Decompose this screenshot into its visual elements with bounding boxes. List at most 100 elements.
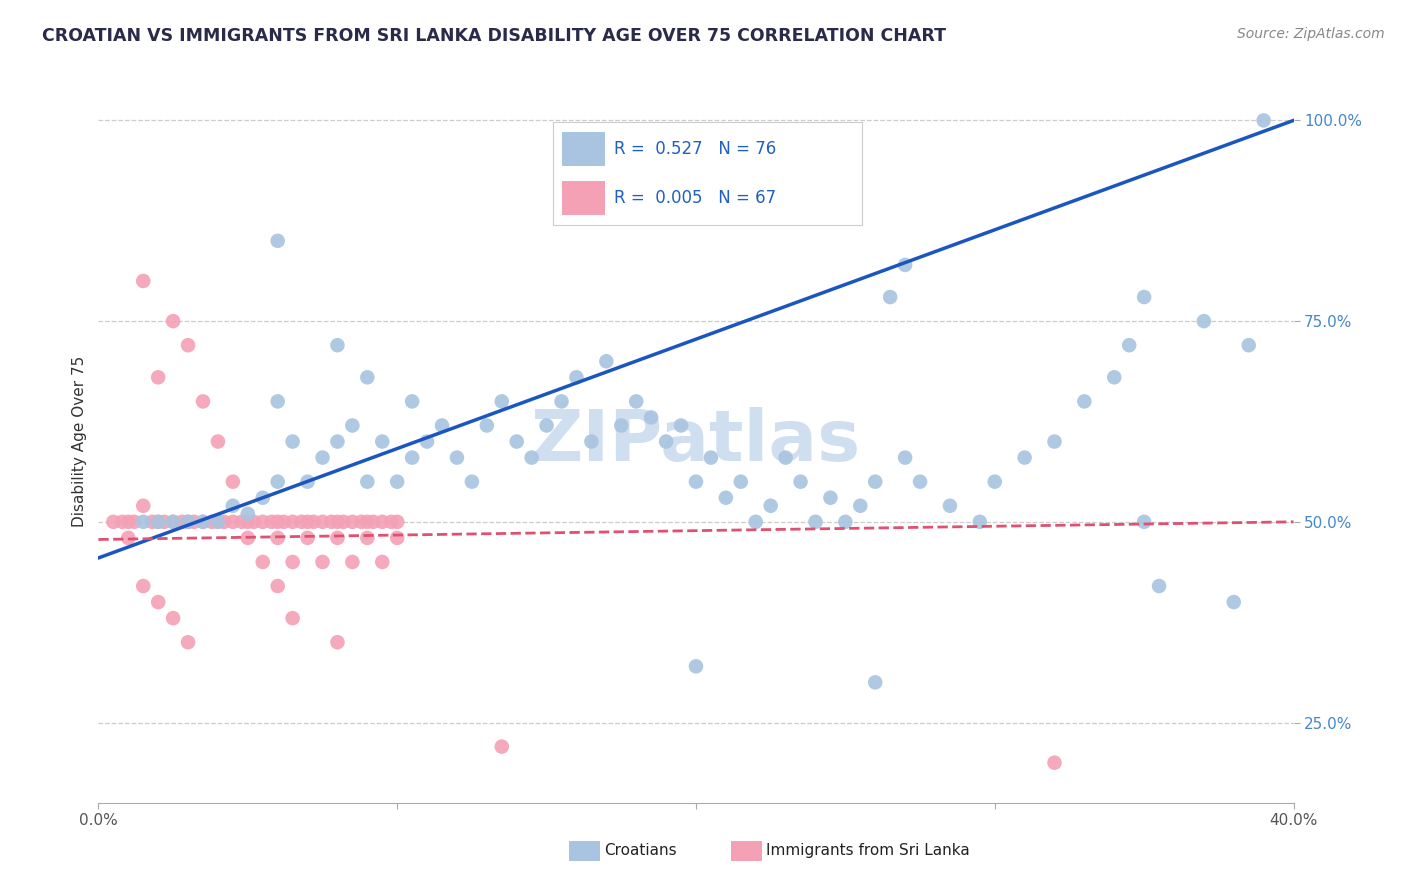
Point: [356, 370, 378, 384]
Bar: [562, 132, 605, 166]
Point: [356, 531, 378, 545]
Point: [685, 659, 707, 673]
Point: [401, 394, 423, 409]
Point: [775, 450, 797, 465]
Point: [745, 515, 768, 529]
Point: [969, 515, 991, 529]
Point: [446, 450, 468, 465]
Point: [132, 499, 155, 513]
Point: [103, 515, 125, 529]
Point: [267, 475, 290, 489]
Point: [789, 475, 811, 489]
Point: [267, 394, 290, 409]
Point: [281, 555, 304, 569]
Point: [1192, 314, 1215, 328]
Point: [222, 475, 245, 489]
Point: [191, 515, 214, 529]
Point: [332, 515, 354, 529]
Point: [506, 434, 529, 449]
Point: [297, 515, 319, 529]
Point: [385, 515, 409, 529]
Point: [1118, 338, 1140, 352]
Point: [267, 579, 290, 593]
Point: [236, 515, 259, 529]
Point: [1073, 394, 1095, 409]
Text: R =  0.005   N = 67: R = 0.005 N = 67: [614, 189, 776, 207]
Point: [191, 515, 214, 529]
Point: [267, 515, 290, 529]
Point: [162, 314, 184, 328]
Point: [326, 434, 349, 449]
Point: [326, 515, 349, 529]
Point: [430, 418, 453, 433]
Point: [350, 515, 373, 529]
Point: [162, 515, 184, 529]
Text: Immigrants from Sri Lanka: Immigrants from Sri Lanka: [766, 844, 970, 858]
Point: [281, 434, 304, 449]
Point: [1014, 450, 1036, 465]
Point: [267, 234, 290, 248]
Point: [231, 515, 253, 529]
Point: [148, 370, 170, 384]
Point: [461, 475, 484, 489]
Point: [491, 739, 513, 754]
Point: [252, 491, 274, 505]
Point: [1043, 434, 1066, 449]
Point: [222, 499, 245, 513]
Y-axis label: Disability Age Over 75: Disability Age Over 75: [72, 356, 87, 527]
Point: [162, 515, 184, 529]
Point: [834, 515, 856, 529]
Point: [385, 531, 409, 545]
Point: [153, 515, 176, 529]
Bar: [562, 181, 605, 214]
Point: [371, 515, 394, 529]
Point: [177, 635, 200, 649]
Point: [363, 515, 385, 529]
Point: [297, 475, 319, 489]
Point: [685, 475, 707, 489]
Point: [117, 531, 139, 545]
Point: [536, 418, 558, 433]
Point: [207, 434, 229, 449]
Point: [655, 434, 678, 449]
Point: [356, 515, 378, 529]
Point: [177, 515, 200, 529]
Point: [191, 394, 214, 409]
Point: [326, 338, 349, 352]
Point: [565, 370, 588, 384]
Point: [291, 515, 314, 529]
Point: [267, 531, 290, 545]
Point: [281, 611, 304, 625]
Text: ZIPatlas: ZIPatlas: [531, 407, 860, 476]
Point: [342, 515, 364, 529]
Point: [236, 531, 259, 545]
Point: [1043, 756, 1066, 770]
Point: [124, 515, 146, 529]
Point: [939, 499, 962, 513]
Point: [865, 675, 887, 690]
Point: [117, 515, 139, 529]
Point: [311, 515, 333, 529]
Point: [201, 515, 224, 529]
Point: [177, 338, 200, 352]
Point: [111, 515, 134, 529]
Point: [380, 515, 402, 529]
Point: [894, 450, 917, 465]
Point: [260, 515, 283, 529]
Point: [326, 531, 349, 545]
Point: [243, 515, 266, 529]
Point: [1237, 338, 1260, 352]
Point: [550, 394, 572, 409]
Point: [908, 475, 931, 489]
Point: [491, 394, 513, 409]
Point: [273, 515, 295, 529]
Point: [356, 475, 378, 489]
Point: [1104, 370, 1126, 384]
Point: [172, 515, 194, 529]
Point: [222, 515, 245, 529]
Point: [141, 515, 163, 529]
Point: [326, 635, 349, 649]
Point: [894, 258, 917, 272]
Point: [148, 515, 170, 529]
Point: [1133, 515, 1156, 529]
